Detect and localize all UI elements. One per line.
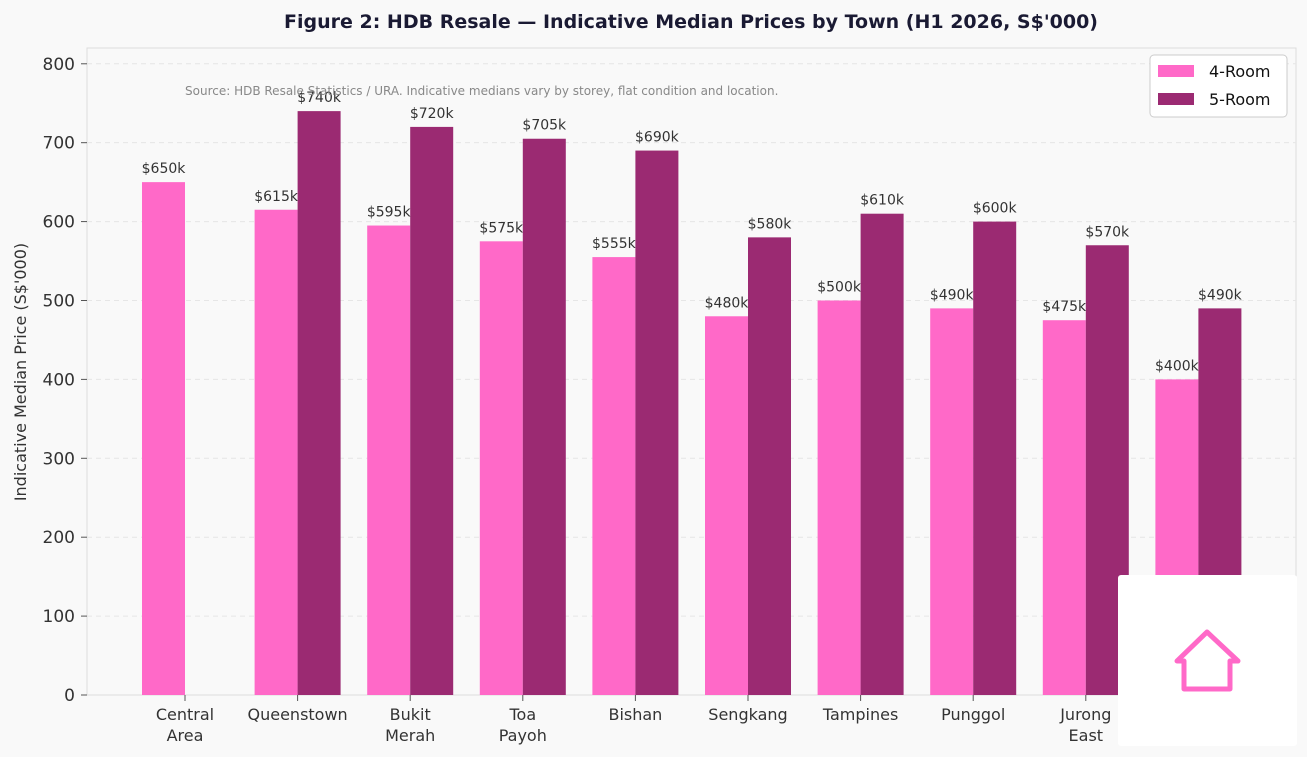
- x-tick-label: Queenstown: [248, 705, 348, 724]
- x-tick-label: Jurong East: [1059, 705, 1111, 745]
- bar-value-label: $720k: [410, 106, 455, 122]
- bar-4-room: [930, 308, 974, 695]
- y-tick-label: 0: [64, 686, 75, 706]
- y-tick-label: 400: [43, 370, 75, 390]
- chart-title: Figure 2: HDB Resale — Indicative Median…: [284, 11, 1098, 33]
- bar-value-label: $555k: [592, 236, 637, 252]
- x-tick-label: Sengkang: [708, 705, 787, 724]
- x-tick-label: Bukit Merah: [385, 705, 435, 745]
- y-axis-ticks: 0 100 200 300 400 500 600 700 800: [43, 55, 87, 706]
- bar-4-room: [1042, 320, 1086, 695]
- x-tick-label: Tampines: [822, 705, 898, 724]
- bar-value-label: $475k: [1042, 299, 1087, 315]
- y-tick-label: 300: [43, 449, 75, 469]
- bar-4-room: [142, 182, 185, 695]
- y-tick-label: 500: [43, 291, 75, 311]
- x-tick-label: Toa Payoh: [499, 705, 547, 745]
- x-axis-ticks: Central Area Queenstown Bukit Merah Toa Payoh B…: [156, 695, 1199, 745]
- y-tick-label: 800: [43, 55, 75, 75]
- bar-4-room: [705, 316, 748, 695]
- legend-swatch-5-room: [1158, 93, 1194, 105]
- y-tick-label: 700: [43, 134, 75, 154]
- bar-value-label: $600k: [973, 201, 1018, 217]
- legend-label-5-room: 5-Room: [1209, 90, 1271, 109]
- bar-5-room: [410, 126, 454, 695]
- bar-value-label: $650k: [142, 161, 187, 177]
- bar-value-label: $610k: [860, 193, 905, 209]
- bar-value-label: $570k: [1085, 224, 1130, 240]
- y-tick-label: 200: [43, 528, 75, 548]
- bar-value-label: $480k: [705, 295, 750, 311]
- bar-value-label: $490k: [1198, 287, 1243, 303]
- bar-4-room: [479, 241, 523, 695]
- bar-5-room: [748, 237, 791, 696]
- bar-data-labels: $650k $615k $740k $595k $720k $575k $705k $555k…: [142, 90, 1243, 374]
- legend-label-4-room: 4-Room: [1209, 62, 1271, 81]
- bar-5-room: [860, 213, 904, 695]
- bar-value-label: $500k: [817, 279, 862, 295]
- source-note: Source: HDB Resale Statistics / URA. Ind…: [185, 84, 778, 98]
- bar-5-room: [297, 111, 341, 695]
- x-tick-label: Bishan: [608, 705, 662, 724]
- bar-5-room: [522, 138, 566, 696]
- bar-4-room: [254, 209, 298, 695]
- bar-value-label: $580k: [748, 216, 793, 232]
- legend-swatch-4-room: [1158, 65, 1194, 77]
- bar-4-room: [817, 300, 861, 695]
- house-outline-icon: [1174, 629, 1241, 692]
- bar-5-room: [635, 150, 679, 695]
- bar-value-label: $690k: [635, 130, 680, 146]
- overlay-panel: [1118, 575, 1297, 746]
- bar-value-label: $705k: [522, 118, 567, 134]
- bar-5-room: [973, 221, 1017, 695]
- x-tick-label: Central Area: [156, 705, 214, 745]
- bar-4-room: [367, 225, 411, 695]
- bar-value-label: $400k: [1155, 358, 1200, 374]
- bar-value-label: $575k: [479, 220, 524, 236]
- bar-value-label: $615k: [254, 189, 299, 205]
- x-tick-label: Punggol: [941, 705, 1005, 724]
- y-tick-label: 600: [43, 213, 75, 233]
- bar-value-label: $595k: [367, 205, 412, 221]
- bar-4-room: [592, 257, 636, 695]
- y-tick-label: 100: [43, 607, 75, 627]
- legend: 4-Room 5-Room: [1149, 54, 1288, 118]
- bar-value-label: $490k: [930, 287, 975, 303]
- y-axis-label: Indicative Median Price (S$'000): [11, 243, 30, 501]
- bar-value-label: $740k: [297, 90, 342, 106]
- house-logo-overlay: [1118, 575, 1297, 746]
